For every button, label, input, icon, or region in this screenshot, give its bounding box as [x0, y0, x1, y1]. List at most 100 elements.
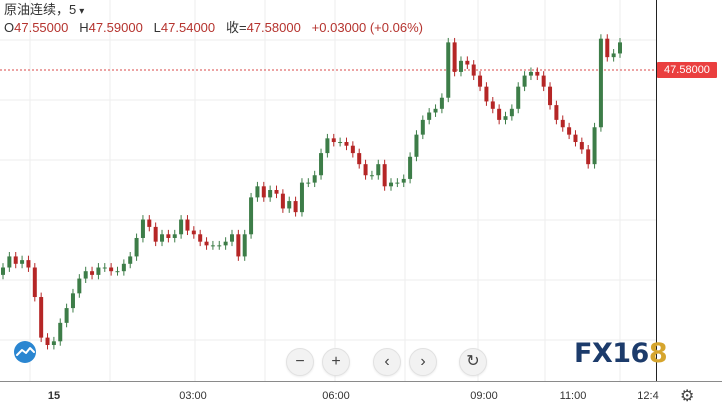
- candle-body: [363, 164, 368, 176]
- scroll-right-button[interactable]: ›: [409, 348, 437, 376]
- candle-body: [427, 112, 432, 120]
- symbol-legend: 原油连续，5 ▾ O47.55000 H47.59000 L47.54000 收=…: [4, 2, 423, 36]
- candle-body: [20, 260, 25, 264]
- candle-body: [471, 64, 476, 76]
- high-label: H: [79, 20, 89, 35]
- candle-body: [560, 119, 565, 128]
- candle-body: [458, 60, 463, 72]
- close-value: 47.58000: [246, 20, 301, 35]
- candle-body: [535, 71, 540, 76]
- candle-body: [528, 71, 533, 76]
- zoom-out-button[interactable]: −: [286, 348, 314, 376]
- time-tick-label: 06:00: [322, 390, 350, 402]
- close-label: 收=: [225, 20, 247, 35]
- candle-body: [395, 182, 400, 184]
- candle-body: [128, 256, 133, 264]
- candle-body: [242, 234, 247, 257]
- candle-body: [306, 182, 311, 184]
- candle-body: [198, 234, 203, 242]
- high-value: 47.59000: [88, 20, 143, 35]
- candle-body: [268, 190, 273, 198]
- candle-body: [134, 237, 139, 257]
- candle-body: [598, 38, 603, 128]
- candle-body: [147, 219, 152, 227]
- ohlc-readout: O47.55000 H47.59000 L47.54000 收=47.58000…: [4, 20, 423, 36]
- candle-body: [503, 116, 508, 120]
- candle-body: [299, 182, 304, 213]
- candle-body: [408, 156, 413, 179]
- candle-body: [109, 267, 114, 272]
- candle-body: [64, 308, 69, 323]
- candle-body: [58, 322, 63, 342]
- candle-body: [414, 134, 419, 157]
- chevron-down-icon[interactable]: ▾: [79, 6, 85, 17]
- candle-body: [350, 145, 355, 154]
- candle-body: [522, 75, 527, 87]
- symbol-title[interactable]: 原油连续，5: [4, 2, 77, 17]
- low-value: 47.54000: [160, 20, 216, 35]
- candle-body: [280, 193, 285, 209]
- candle-body: [573, 134, 578, 143]
- candle-body: [618, 42, 622, 54]
- time-tick-label: 12:4: [637, 390, 659, 402]
- candle-body: [115, 271, 120, 273]
- candle-body: [166, 234, 171, 238]
- candle-body: [255, 186, 260, 198]
- last-price-tag: 47.58000: [657, 62, 717, 78]
- candle-body: [140, 219, 145, 238]
- candle-body: [210, 245, 215, 247]
- candle-body: [90, 271, 95, 275]
- candle-body: [312, 175, 317, 183]
- candle-body: [389, 182, 394, 187]
- candle-body: [185, 219, 190, 231]
- candles: [1, 34, 622, 350]
- candle-body: [331, 138, 336, 143]
- candle-body: [446, 42, 451, 98]
- candle-body: [204, 241, 209, 246]
- candle-body: [611, 53, 616, 58]
- candle-body: [338, 142, 343, 144]
- candle-body: [420, 119, 425, 135]
- candle-body: [376, 164, 381, 176]
- candle-body: [490, 101, 495, 109]
- brand-suffix: 8: [648, 338, 668, 369]
- candle-body: [478, 75, 483, 87]
- candle-body: [509, 108, 514, 117]
- candle-body: [382, 164, 387, 187]
- time-axis[interactable]: [0, 381, 722, 410]
- candle-body: [217, 245, 222, 247]
- candle-body: [357, 153, 362, 165]
- cloud-icon[interactable]: [11, 341, 39, 363]
- price-scale-divider: [656, 0, 657, 409]
- scroll-left-button[interactable]: ‹: [373, 348, 401, 376]
- candle-body: [70, 293, 75, 309]
- candle-body: [579, 142, 584, 150]
- candle-body: [249, 197, 254, 235]
- open-value: 47.55000: [14, 20, 69, 35]
- candle-body: [497, 108, 502, 120]
- candle-body: [77, 278, 82, 294]
- candle-body: [223, 241, 228, 246]
- reset-chart-button[interactable]: ↻: [459, 348, 487, 376]
- candle-body: [287, 201, 292, 209]
- candle-body: [45, 337, 50, 345]
- candle-body: [293, 201, 298, 213]
- zoom-in-button[interactable]: +: [322, 348, 350, 376]
- candle-body: [236, 234, 241, 257]
- candle-body: [179, 219, 184, 235]
- candle-body: [153, 226, 158, 242]
- candle-body: [274, 190, 279, 194]
- candle-body: [191, 230, 196, 235]
- time-tick-label: 15: [47, 390, 61, 402]
- candle-body: [465, 60, 470, 65]
- open-label: O: [4, 20, 15, 35]
- gear-icon[interactable]: ⚙: [680, 388, 695, 405]
- candle-body: [433, 108, 438, 113]
- change-value: +0.03000 (+0.06%): [311, 20, 423, 35]
- candle-body: [484, 86, 489, 102]
- candle-body: [369, 175, 374, 177]
- candle-body: [325, 138, 330, 154]
- time-tick-label: 03:00: [179, 390, 207, 402]
- candle-body: [160, 234, 165, 242]
